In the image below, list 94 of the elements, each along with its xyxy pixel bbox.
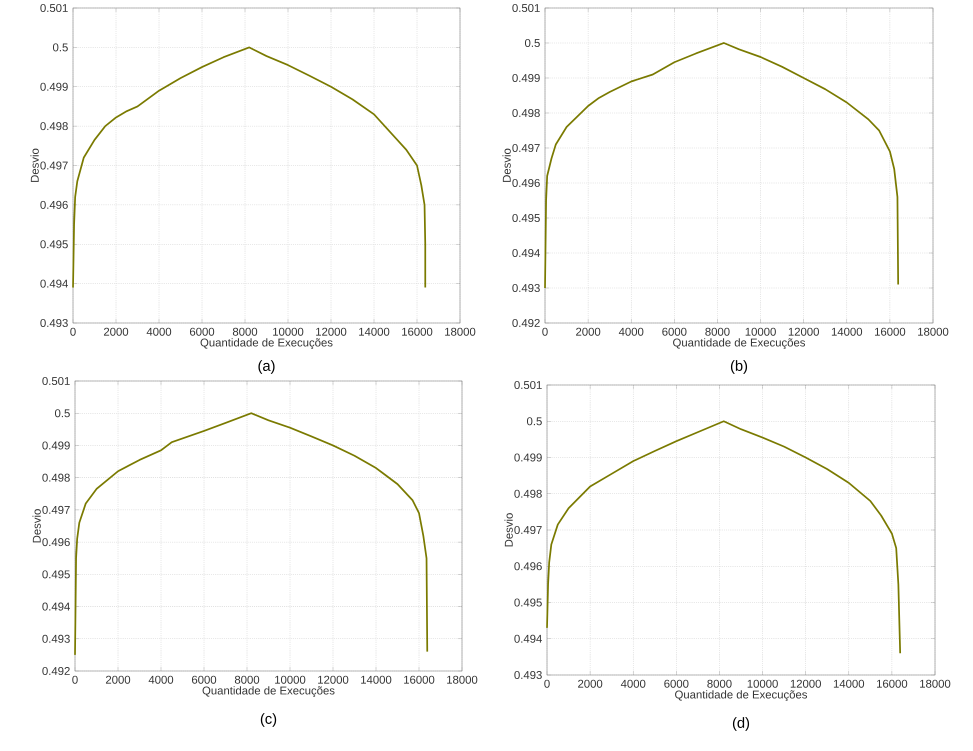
y-tick-label: 0.492 [42,666,70,676]
y-tick-label: 0.501 [42,377,70,386]
y-tick-label: 0.498 [40,122,68,130]
y-tick-label: 0.498 [512,108,540,118]
x-tick-label: 0 [72,676,78,684]
x-tick-label: 16000 [874,328,906,336]
x-tick-label: 0 [544,680,550,688]
x-tick-label: 18000 [445,328,476,336]
y-tick-label: 0.501 [512,4,540,12]
x-tick-label: 16000 [404,676,434,684]
y-tick-label: 0.496 [512,178,540,188]
x-tick-label: 16000 [402,328,432,336]
x-tick-label: 6000 [190,328,214,336]
x-tick-label: 18000 [918,328,948,336]
x-tick-label: 12000 [316,328,346,336]
y-tick-label: 0.495 [512,214,540,222]
x-tick-label: 18000 [447,676,478,684]
x-tick-label: 4000 [148,676,174,684]
x-tick-label: 10000 [746,328,776,336]
x-axis-title: Quantidade de Execuções [675,690,808,701]
y-tick-label: 0.498 [514,490,542,498]
x-tick-label: 2000 [104,328,128,336]
x-tick-label: 6000 [192,676,216,684]
x-tick-label: 12000 [790,680,821,688]
x-tick-label: 2000 [576,328,600,336]
y-tick-label: 0.494 [42,602,70,611]
y-tick-label: 0.493 [512,284,540,292]
y-tick-label: 0.493 [42,634,70,643]
line-series [74,412,428,656]
y-tick-label: 0.498 [42,474,70,482]
x-tick-label: 14000 [832,328,862,336]
x-tick-label: 4000 [146,328,172,336]
x-axis-title: Quantidade de Execuções [673,338,806,349]
y-tick-label: 0.494 [514,634,542,643]
x-tick-label: 18000 [920,680,950,688]
y-tick-label: 0.492 [512,318,540,328]
x-tick-label: 8000 [234,676,260,684]
x-tick-label: 6000 [664,680,688,688]
line-series [72,46,426,288]
y-tick-label: 0.497 [514,526,542,534]
x-tick-label: 2000 [106,676,130,684]
y-tick-label: 0.499 [40,82,68,91]
line-series [544,42,900,289]
y-tick-label: 0.497 [512,144,540,152]
y-tick-label: 0.499 [512,74,540,82]
y-tick-label: 0.497 [40,162,68,170]
y-axis-title: Desvio [504,513,513,546]
y-tick-label: 0.501 [40,4,68,12]
y-axis-title: Desvio [32,509,41,542]
x-axis-title: Quantidade de Execuções [202,686,335,697]
y-tick-label: 0.494 [512,248,540,258]
x-tick-label: 4000 [620,680,646,688]
x-tick-label: 10000 [273,328,304,336]
y-tick-label: 0.501 [514,381,542,390]
y-tick-label: 0.496 [42,538,70,546]
x-axis-title: Quantidade de Execuções [200,338,333,349]
x-tick-label: 14000 [359,328,390,336]
x-tick-label: 12000 [318,676,348,684]
y-tick-label: 0.499 [514,454,542,462]
x-tick-label: 14000 [834,680,864,688]
x-tick-label: 0 [542,328,548,336]
x-tick-label: 4000 [618,328,644,336]
y-tick-label: 0.5 [54,409,70,418]
y-tick-label: 0.496 [514,562,542,570]
x-tick-label: 6000 [662,328,686,336]
x-tick-label: 14000 [361,676,392,684]
y-tick-label: 0.499 [42,441,70,450]
x-tick-label: 2000 [578,680,602,688]
line-series [546,420,902,654]
x-tick-label: 10000 [748,680,778,688]
x-tick-label: 10000 [275,676,306,684]
x-tick-label: 16000 [876,680,908,688]
x-tick-label: 8000 [705,328,730,336]
y-tick-label: 0.495 [514,598,542,607]
text: (d) [732,717,750,731]
y-tick-label: 0.495 [42,570,70,578]
x-tick-label: 8000 [232,328,258,336]
y-tick-label: 0.493 [514,670,542,680]
x-tick-label: 0 [70,328,76,336]
y-axis-title: Desvio [502,148,511,182]
y-axis-title: Desvio [30,148,39,182]
y-tick-label: 0.495 [40,240,68,248]
y-tick-label: 0.494 [40,280,68,288]
x-tick-label: 12000 [788,328,819,336]
y-tick-label: 0.496 [40,200,68,209]
y-tick-label: 0.5 [52,43,68,52]
text: (c) [260,713,276,727]
y-tick-label: 0.493 [40,318,68,328]
text: (a) [258,360,275,374]
x-tick-label: 8000 [707,680,732,688]
y-tick-label: 0.497 [42,506,70,514]
text: (b) [730,360,748,374]
y-tick-label: 0.5 [524,38,540,48]
y-tick-label: 0.5 [526,417,542,426]
